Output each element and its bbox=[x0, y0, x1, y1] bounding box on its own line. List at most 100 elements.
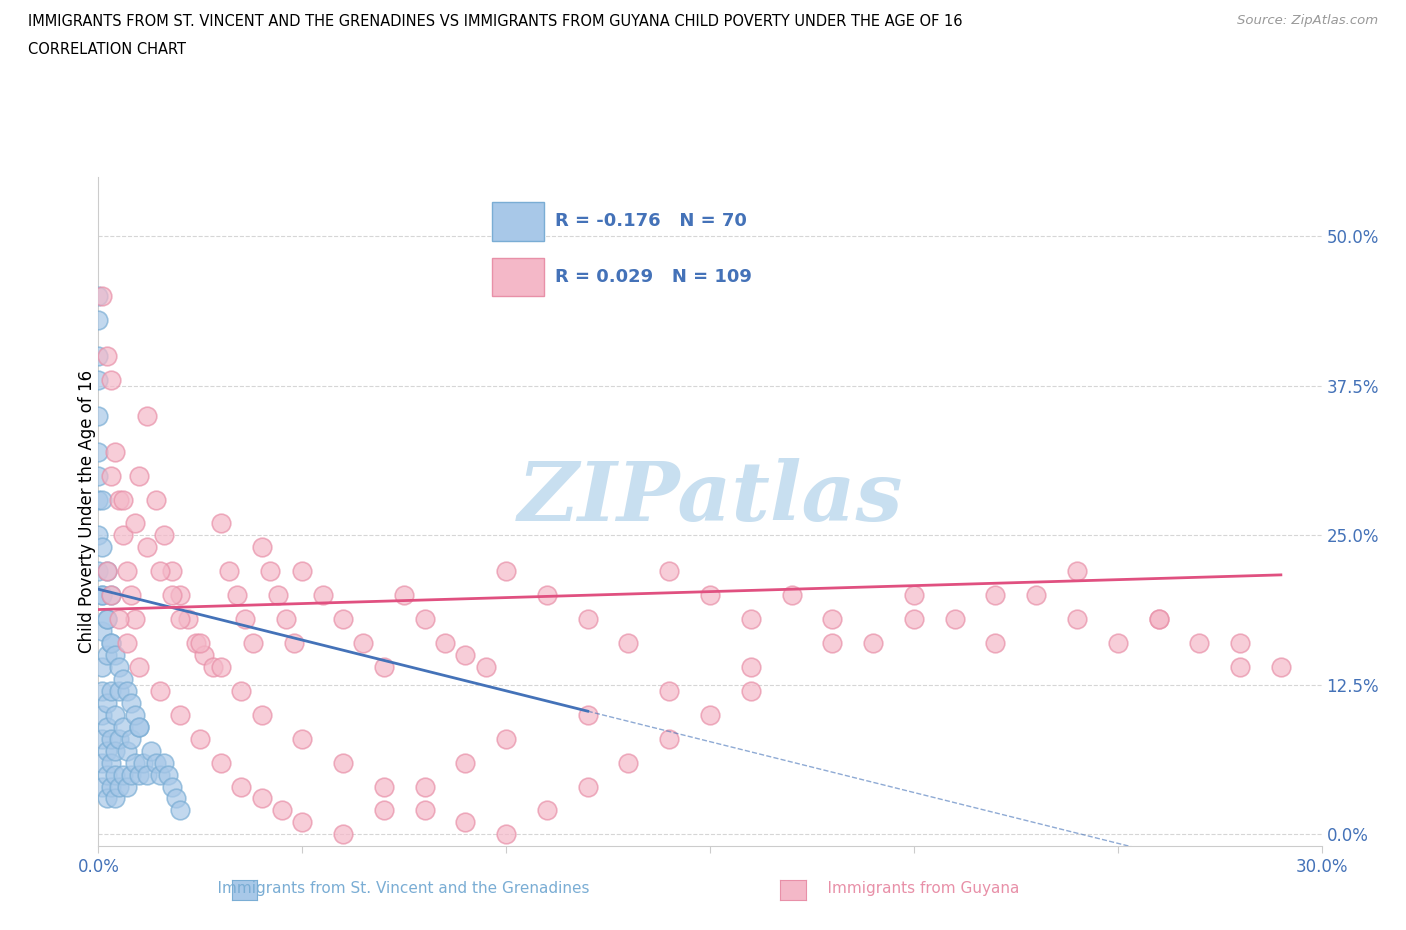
Point bbox=[188, 731, 212, 746]
Point bbox=[617, 755, 640, 770]
Point bbox=[658, 684, 681, 698]
Point bbox=[152, 755, 174, 770]
Point bbox=[100, 731, 122, 746]
Point bbox=[91, 540, 114, 555]
Point bbox=[862, 635, 884, 650]
Point bbox=[124, 755, 146, 770]
Point bbox=[87, 408, 110, 423]
Point bbox=[111, 719, 134, 734]
Point bbox=[160, 564, 183, 578]
Point bbox=[1107, 635, 1129, 650]
Point bbox=[108, 492, 131, 507]
Point bbox=[136, 408, 159, 423]
Point bbox=[177, 612, 200, 627]
Point bbox=[160, 779, 183, 794]
Point bbox=[332, 612, 354, 627]
Point bbox=[291, 564, 314, 578]
Point bbox=[392, 588, 416, 603]
Point bbox=[100, 468, 122, 483]
Point bbox=[104, 791, 127, 806]
Point bbox=[169, 708, 191, 723]
Point bbox=[209, 755, 232, 770]
Point bbox=[943, 612, 966, 627]
Point bbox=[373, 659, 395, 674]
Point bbox=[1147, 612, 1170, 627]
Point bbox=[120, 696, 142, 711]
Text: CORRELATION CHART: CORRELATION CHART bbox=[28, 42, 186, 57]
Point bbox=[91, 624, 114, 639]
Point bbox=[250, 540, 273, 555]
Point bbox=[218, 564, 240, 578]
Point bbox=[165, 791, 187, 806]
Point bbox=[1229, 635, 1251, 650]
Point bbox=[87, 445, 110, 459]
Point bbox=[242, 635, 264, 650]
Point bbox=[373, 803, 395, 817]
Point bbox=[104, 647, 127, 662]
Point bbox=[104, 708, 127, 723]
Point bbox=[128, 767, 150, 782]
Point bbox=[91, 708, 114, 723]
Point bbox=[87, 289, 110, 304]
Point bbox=[115, 635, 138, 650]
Point bbox=[115, 779, 138, 794]
Point bbox=[111, 492, 134, 507]
Point bbox=[699, 588, 721, 603]
Point bbox=[96, 719, 118, 734]
Point bbox=[699, 708, 721, 723]
Point bbox=[903, 612, 925, 627]
Point bbox=[91, 659, 114, 674]
Point bbox=[87, 373, 110, 388]
Text: Immigrants from Guyana: Immigrants from Guyana bbox=[808, 881, 1019, 896]
Point bbox=[274, 612, 297, 627]
Point bbox=[91, 588, 114, 603]
Point bbox=[413, 779, 436, 794]
Point bbox=[250, 708, 273, 723]
Point bbox=[96, 612, 118, 627]
Point bbox=[91, 755, 114, 770]
Point bbox=[658, 731, 681, 746]
Point bbox=[104, 743, 127, 758]
Point bbox=[96, 564, 118, 578]
Point bbox=[104, 445, 127, 459]
Point bbox=[536, 803, 558, 817]
Point bbox=[115, 743, 138, 758]
Point bbox=[160, 588, 183, 603]
Point bbox=[91, 289, 114, 304]
Point bbox=[87, 564, 110, 578]
Point bbox=[100, 635, 122, 650]
Point bbox=[128, 719, 150, 734]
Point bbox=[128, 659, 150, 674]
Point bbox=[111, 671, 134, 686]
Point bbox=[209, 659, 232, 674]
Point bbox=[434, 635, 457, 650]
Point bbox=[740, 659, 762, 674]
Point bbox=[495, 827, 517, 842]
Point bbox=[984, 588, 1007, 603]
Point bbox=[576, 612, 599, 627]
Point bbox=[115, 684, 138, 698]
Point bbox=[91, 684, 114, 698]
Point bbox=[100, 779, 122, 794]
Point bbox=[454, 647, 477, 662]
Point bbox=[821, 612, 844, 627]
Point bbox=[821, 635, 844, 650]
Point bbox=[156, 767, 179, 782]
Point bbox=[87, 528, 110, 543]
Point bbox=[373, 779, 395, 794]
Point bbox=[145, 755, 167, 770]
Point bbox=[1188, 635, 1211, 650]
Point bbox=[104, 767, 127, 782]
Point bbox=[136, 540, 159, 555]
Point bbox=[108, 731, 131, 746]
Point bbox=[169, 588, 191, 603]
Point bbox=[1270, 659, 1292, 674]
Point bbox=[250, 791, 273, 806]
Point bbox=[96, 791, 118, 806]
Point bbox=[413, 803, 436, 817]
Point bbox=[576, 779, 599, 794]
Point bbox=[291, 815, 314, 830]
Point bbox=[96, 564, 118, 578]
Point bbox=[91, 588, 114, 603]
Point bbox=[283, 635, 305, 650]
